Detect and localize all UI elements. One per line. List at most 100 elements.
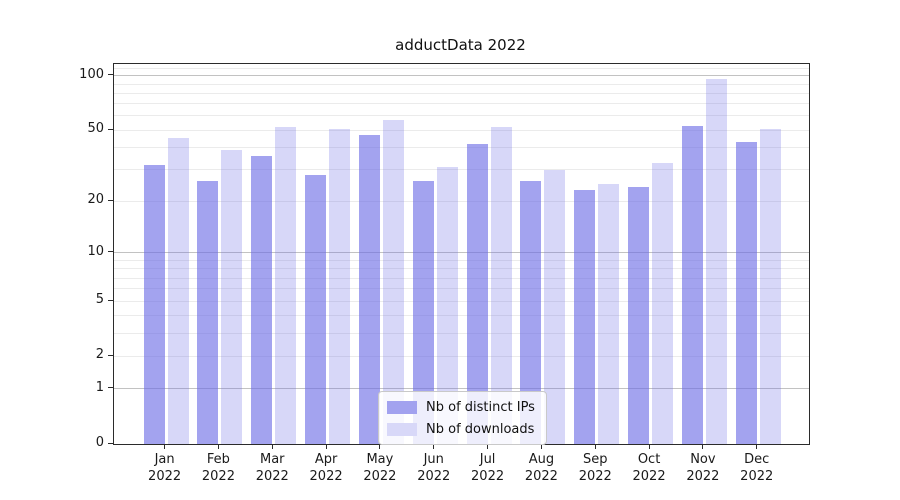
x-label-year: 2022	[740, 469, 774, 484]
gridline-minor	[114, 147, 809, 149]
x-label-month: May	[366, 452, 394, 467]
x-label-month: Jan	[154, 452, 175, 467]
y-axis-tick-label: 10	[87, 243, 104, 259]
gridline-minor	[114, 355, 809, 357]
x-label-month: Aug	[528, 452, 555, 467]
x-axis-tick	[164, 444, 166, 449]
bar-downloads-jul	[490, 127, 512, 444]
gridline-major	[114, 252, 809, 254]
gridline-minor	[114, 92, 809, 94]
x-axis-tick	[217, 444, 219, 449]
x-axis-tick	[271, 444, 273, 449]
x-label-year: 2022	[524, 469, 558, 484]
x-axis-tick	[379, 444, 381, 449]
x-label-month: Mar	[259, 452, 285, 467]
bar-distinct-ips-may	[358, 135, 380, 444]
legend: Nb of distinct IPs Nb of downloads	[378, 391, 547, 445]
bar-distinct-ips-aug	[520, 181, 542, 444]
bar-downloads-oct	[652, 162, 674, 444]
x-axis-tick-label: Jun 2022	[406, 451, 462, 485]
gridline-minor	[114, 288, 809, 290]
bar-distinct-ips-apr	[305, 175, 327, 444]
gridline-minor	[114, 300, 809, 302]
bar-downloads-feb	[221, 149, 243, 444]
y-axis-tick-label: 20	[87, 192, 104, 208]
y-axis-tick	[108, 442, 113, 444]
x-label-year: 2022	[309, 469, 343, 484]
x-axis-tick-label: Sep 2022	[567, 451, 623, 485]
legend-swatch-distinct-ips	[387, 400, 417, 414]
x-label-month: Feb	[206, 452, 230, 467]
x-axis-tick-label: Feb 2022	[190, 451, 246, 485]
bar-distinct-ips-oct	[628, 187, 650, 444]
legend-item-distinct-ips: Nb of distinct IPs	[387, 398, 535, 416]
bar-distinct-ips-nov	[681, 125, 703, 444]
gridline-minor	[114, 115, 809, 117]
x-axis-tick	[594, 444, 596, 449]
x-label-year: 2022	[363, 469, 397, 484]
gridline-minor	[114, 268, 809, 270]
y-axis-tick-label: 50	[87, 121, 104, 137]
x-label-month: Oct	[637, 452, 661, 467]
gridline-minor	[114, 169, 809, 171]
y-axis-tick	[108, 299, 113, 301]
gridline-minor	[114, 67, 809, 69]
y-axis-tick-label: 5	[95, 292, 104, 308]
x-label-year: 2022	[686, 469, 720, 484]
x-label-year: 2022	[255, 469, 289, 484]
gridline-minor	[114, 200, 809, 202]
bar-downloads-mar	[275, 127, 297, 444]
y-axis-tick	[108, 354, 113, 356]
x-label-year: 2022	[632, 469, 666, 484]
bar-downloads-may	[382, 119, 404, 444]
bar-distinct-ips-mar	[251, 155, 273, 444]
bar-distinct-ips-jan	[143, 164, 165, 444]
legend-label-distinct-ips: Nb of distinct IPs	[426, 399, 535, 415]
x-axis-tick	[756, 444, 758, 449]
y-axis-tick	[108, 199, 113, 201]
legend-item-downloads: Nb of downloads	[387, 420, 535, 438]
y-axis-tick	[108, 128, 113, 130]
x-axis-tick	[325, 444, 327, 449]
legend-label-downloads: Nb of downloads	[426, 421, 535, 437]
gridline-minor	[114, 315, 809, 317]
bar-downloads-jun	[436, 167, 458, 444]
y-axis-tick-label: 0	[95, 435, 104, 450]
x-label-month: Apr	[314, 452, 338, 467]
x-axis-tick-label: Nov 2022	[675, 451, 731, 485]
chart-title: adductData 2022	[395, 36, 526, 54]
bar-distinct-ips-dec	[735, 142, 757, 444]
x-axis-tick-label: Apr 2022	[298, 451, 354, 485]
x-label-month: Nov	[690, 452, 716, 467]
x-label-month: Sep	[582, 452, 608, 467]
x-axis-tick	[487, 444, 489, 449]
x-axis-tick-label: Mar 2022	[244, 451, 300, 485]
gridline-minor	[114, 129, 809, 131]
x-label-year: 2022	[578, 469, 612, 484]
y-axis-tick-label: 2	[95, 347, 104, 363]
bar-distinct-ips-jun	[412, 181, 434, 444]
x-axis-tick	[540, 444, 542, 449]
legend-swatch-downloads	[387, 422, 417, 436]
y-axis-tick	[108, 387, 113, 389]
x-label-year: 2022	[471, 469, 505, 484]
y-axis-tick-label: 1	[95, 379, 104, 395]
x-label-year: 2022	[148, 469, 182, 484]
x-axis-tick-label: Dec 2022	[729, 451, 785, 485]
bar-downloads-aug	[544, 169, 566, 444]
x-label-year: 2022	[417, 469, 451, 484]
plot-area: Nb of distinct IPs Nb of downloads	[113, 63, 810, 445]
x-axis-tick	[702, 444, 704, 449]
x-axis-tick-label: Oct 2022	[621, 451, 677, 485]
bar-downloads-sep	[598, 184, 620, 444]
x-axis-tick-label: Jan 2022	[137, 451, 193, 485]
x-label-month: Dec	[744, 452, 770, 467]
x-axis-tick	[433, 444, 435, 449]
bar-downloads-nov	[705, 78, 727, 444]
bar-distinct-ips-feb	[197, 181, 219, 444]
x-axis-tick-label: Jul 2022	[460, 451, 516, 485]
gridline-minor	[114, 259, 809, 261]
x-label-month: Jul	[479, 452, 496, 467]
gridline-minor	[114, 277, 809, 279]
